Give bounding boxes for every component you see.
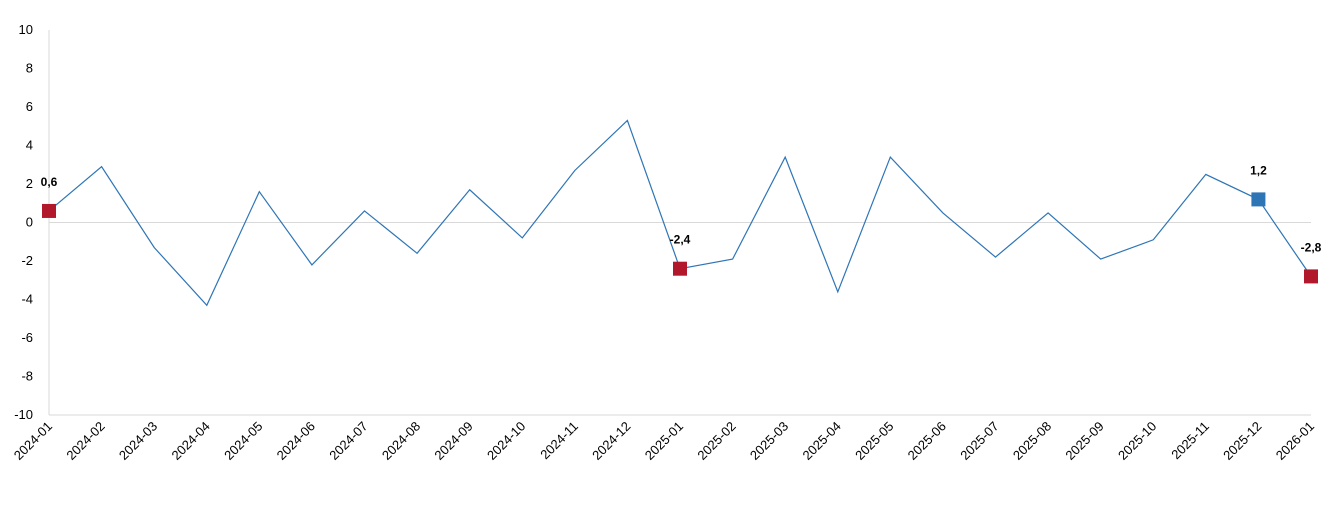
x-tick-label: 2025-12 [1220,419,1264,463]
x-tick-label: 2025-03 [747,419,791,463]
x-tick-label: 2024-06 [274,419,318,463]
x-tick-label: 2024-07 [326,419,370,463]
x-tick-label: 2025-06 [905,419,949,463]
x-tick-label: 2025-11 [1168,419,1212,463]
y-tick-label: -2 [21,253,33,268]
x-tick-label: 2025-04 [800,419,844,463]
data-point-marker [1304,269,1318,284]
x-tick-label: 2024-10 [484,419,528,463]
series-line [48,119,1312,307]
x-tick-label: 2024-09 [431,419,475,463]
data-point-marker [1251,192,1266,207]
data-label: -2,4 [670,233,691,247]
data-labels: 0,6 -2,4 1,2 -2,8 [41,163,1322,254]
y-tick-label: 10 [19,22,33,37]
y-tick-label: 0 [26,215,33,230]
x-tick-label: 2024-08 [379,419,423,463]
x-tick-label: 2025-08 [1010,419,1054,463]
data-label: -2,8 [1301,240,1322,254]
data-label: 0,6 [41,175,58,189]
y-tick-label: 2 [26,176,33,191]
y-tick-label: 4 [26,138,33,153]
y-tick-label: -8 [21,369,33,384]
y-tick-label: -6 [21,330,33,345]
x-tick-label: 2025-02 [694,419,738,463]
x-tick-label: 2024-03 [116,419,160,463]
x-tick-label: 2025-10 [1115,419,1159,463]
x-tick-label: 2025-09 [1062,419,1106,463]
y-tick-label: -10 [14,407,33,422]
x-tick-label: 2025-01 [642,419,686,463]
x-tick-label: 2024-04 [169,419,213,463]
y-tick-label: -4 [21,292,33,307]
x-axis-ticks: 2024-01 2024-02 2024-03 2024-04 2024-05 2024-… [11,419,1317,463]
x-tick-label: 2024-02 [63,419,107,463]
x-tick-label: 2024-11 [537,419,581,463]
y-axis-ticks: 10 8 6 4 2 0 -2 -4 -6 -8 -10 [14,22,33,422]
x-tick-label: 2025-07 [957,419,1001,463]
data-point-marker [42,203,56,218]
y-tick-label: 6 [26,99,33,114]
y-tick-label: 8 [26,61,33,76]
x-tick-label: 2024-05 [221,419,265,463]
data-point-marker [673,261,687,276]
x-tick-label: 2024-12 [589,419,633,463]
data-label: 1,2 [1250,163,1267,177]
x-tick-label: 2026-01 [1273,419,1317,463]
x-tick-label: 2024-01 [11,419,55,463]
highlight-markers [42,192,1318,284]
x-tick-label: 2025-05 [852,419,896,463]
